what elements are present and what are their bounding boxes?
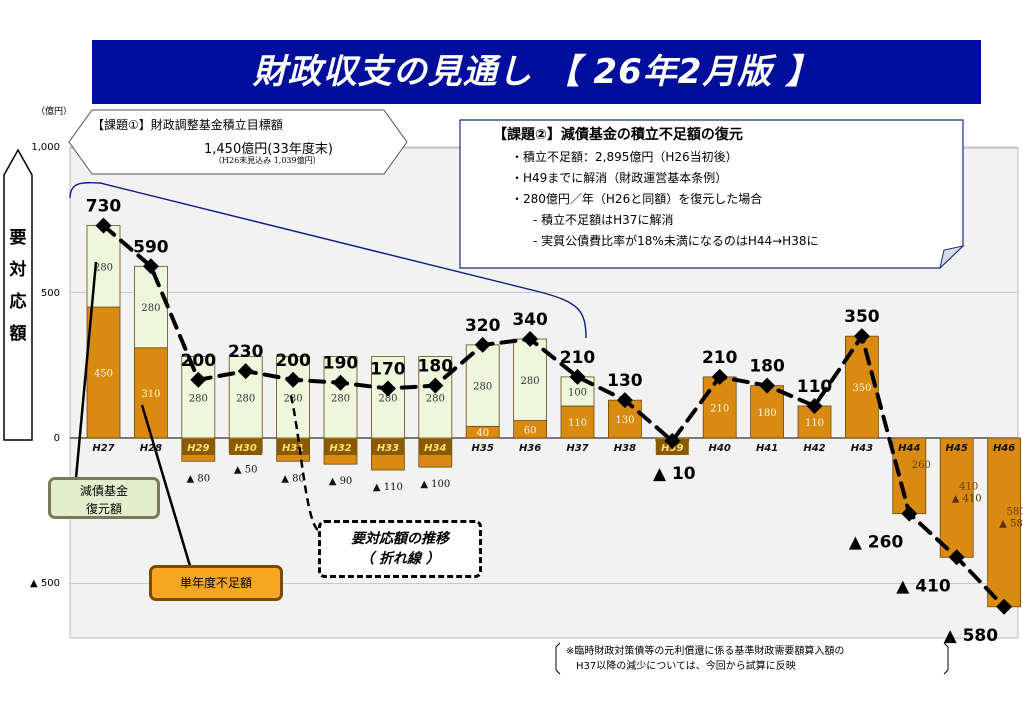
- negative-value-label: ▲ 100: [420, 479, 450, 490]
- footnote-line: ※臨時財政対策債等の元利償還に係る基準財政需要額算入額の: [566, 644, 844, 659]
- category-label: H27: [92, 443, 114, 454]
- deficit-bar-label: 410: [959, 482, 978, 493]
- inner-negative-label: ▲ 410: [952, 494, 982, 505]
- y-tick-label: 0: [0, 433, 60, 444]
- category-label: H36: [519, 443, 541, 454]
- task2-line: - 積立不足額はH37に解消: [533, 211, 964, 229]
- fund-bar-label: 280: [236, 393, 255, 404]
- category-label: H29: [187, 443, 209, 454]
- total-value-label: ▲ 10: [653, 464, 696, 484]
- vertical-axis-char: 額: [6, 318, 30, 350]
- negative-value-label: ▲ 80: [187, 473, 211, 484]
- deficit-bar-label: 130: [615, 415, 634, 426]
- fund-bar-label: 280: [141, 303, 160, 314]
- category-label: H44: [898, 443, 920, 454]
- category-label: H37: [566, 443, 588, 454]
- category-label: H40: [709, 443, 731, 454]
- vertical-axis-char: 対: [6, 254, 30, 286]
- task2-line: ・積立不足額：2,895億円（H26当初後）: [511, 148, 964, 166]
- legend-trend: 要対応額の推移 （ 折れ線 ）: [318, 520, 482, 578]
- deficit-bar-label: 110: [568, 418, 587, 429]
- vertical-axis-label: 要 対 応 額: [6, 222, 30, 350]
- negative-value-label: ▲ 50: [234, 465, 258, 476]
- deficit-bar-label: 450: [94, 369, 113, 380]
- footnote-line: H37以降の減少については、今回から試算に反映: [566, 659, 844, 674]
- total-value-label: 730: [86, 197, 122, 217]
- task2-line: ・H49までに解消（財政運営基本条例）: [511, 169, 964, 187]
- category-label: H43: [851, 443, 873, 454]
- deficit-bar-label: 180: [758, 408, 777, 419]
- category-label: H28: [140, 443, 162, 454]
- category-label: H32: [329, 443, 351, 454]
- fund-bar-label: 280: [331, 393, 350, 404]
- fund-bar-label: 280: [189, 393, 208, 404]
- total-value-label: 180: [418, 357, 454, 377]
- total-value-label: 190: [323, 354, 359, 374]
- category-label: H38: [614, 443, 636, 454]
- task1-title: 【課題①】財政調整基金積立目標額: [92, 116, 283, 133]
- task2-callout: 【課題②】減債基金の積立不足額の復元 ・積立不足額：2,895億円（H26当初後…: [475, 122, 964, 266]
- deficit-bar-label: 350: [852, 383, 871, 394]
- fund-bar-label: 280: [521, 376, 540, 387]
- category-label: H35: [472, 443, 494, 454]
- category-label: H46: [993, 443, 1015, 454]
- deficit-bar-label: 110: [805, 418, 824, 429]
- negative-value-label: ▲ 80: [281, 473, 305, 484]
- task1-callout: 【課題①】財政調整基金積立目標額 1,450億円(33年度末) （H26末見込み…: [92, 108, 384, 172]
- total-value-label: 350: [844, 307, 880, 327]
- category-label: H45: [946, 443, 968, 454]
- deficit-bar-label: 580: [1007, 506, 1023, 517]
- vertical-axis-char: 要: [6, 222, 30, 254]
- total-value-label: 200: [275, 351, 311, 371]
- legend-annual-deficit: 単年度不足額: [149, 565, 283, 601]
- deficit-bar-label: 210: [710, 403, 729, 414]
- deficit-bar-label: 40: [476, 428, 489, 439]
- legend-fund-restore: 減債基金 復元額: [48, 477, 160, 519]
- deficit-bar-label: 310: [141, 389, 160, 400]
- fund-bar-label: 100: [568, 387, 587, 398]
- deficit-bar-label: 260: [912, 460, 931, 471]
- total-value-label: 590: [133, 237, 169, 257]
- total-value-label: 210: [702, 348, 738, 368]
- category-label: H34: [424, 443, 446, 454]
- total-value-label: 230: [228, 342, 264, 362]
- task2-line: - 実質公債費比率が18%未満になるのはH44→H38に: [533, 232, 964, 250]
- total-value-label: 200: [181, 351, 217, 371]
- total-value-label: 180: [749, 357, 785, 377]
- total-value-label: 210: [560, 348, 596, 368]
- footnote: ※臨時財政対策債等の元利償還に係る基準財政需要額算入額の H37以降の減少につい…: [566, 644, 844, 674]
- total-value-label: ▲ 580: [944, 626, 999, 646]
- deficit-bar-label: 60: [524, 425, 537, 436]
- category-label: H33: [377, 443, 399, 454]
- y-tick-label: 1,000: [0, 142, 60, 153]
- negative-value-label: ▲ 90: [329, 476, 353, 487]
- total-value-label: ▲ 410: [896, 576, 951, 596]
- y-unit-label: （億円）: [36, 104, 72, 117]
- category-label: H41: [756, 443, 778, 454]
- category-label: H42: [803, 443, 825, 454]
- total-value-label: 320: [465, 316, 501, 336]
- fund-bar-label: 280: [473, 382, 492, 393]
- total-value-label: 170: [370, 360, 406, 380]
- negative-value-label: ▲ 110: [373, 482, 403, 493]
- total-value-label: 340: [512, 310, 548, 330]
- task2-line: ・280億円／年（H26と同額）を復元した場合: [511, 190, 964, 208]
- total-value-label: 110: [797, 377, 833, 397]
- task1-note: （H26末見込み 1,039億円）: [214, 155, 321, 166]
- inner-negative-label: ▲ 580: [999, 518, 1023, 529]
- y-tick-label: 500: [0, 288, 60, 299]
- y-tick-label: ▲ 500: [0, 578, 60, 589]
- fund-bar-label: 280: [426, 393, 445, 404]
- total-value-label: ▲ 260: [849, 533, 904, 553]
- task2-title: 【課題②】減債基金の積立不足額の復元: [493, 124, 964, 144]
- total-value-label: 130: [607, 371, 643, 391]
- category-label: H30: [235, 443, 257, 454]
